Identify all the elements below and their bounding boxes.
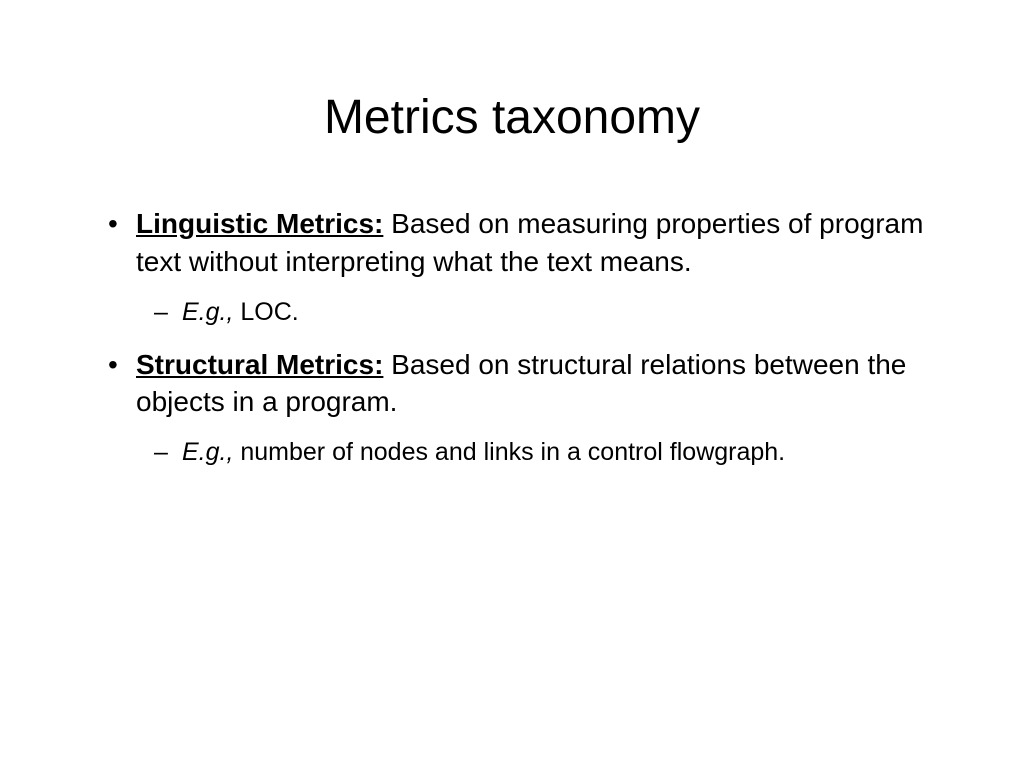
bullet-item: Linguistic Metrics: Based on measuring p… [100,205,924,330]
bullet-label: Structural Metrics: [136,349,383,380]
bullet-item: Structural Metrics: Based on structural … [100,346,924,471]
eg-label: E.g., [182,298,233,326]
slide-title: Metrics taxonomy [100,90,924,145]
eg-label: E.g., [182,438,233,466]
sub-body: number of nodes and links in a control f… [233,438,785,466]
sub-item: E.g., LOC. [136,295,924,330]
sub-list: E.g., LOC. [136,295,924,330]
sub-body: LOC. [233,298,298,326]
bullet-label: Linguistic Metrics: [136,208,383,239]
sub-list: E.g., number of nodes and links in a con… [136,435,924,470]
bullet-list: Linguistic Metrics: Based on measuring p… [100,205,924,470]
sub-item: E.g., number of nodes and links in a con… [136,435,924,470]
